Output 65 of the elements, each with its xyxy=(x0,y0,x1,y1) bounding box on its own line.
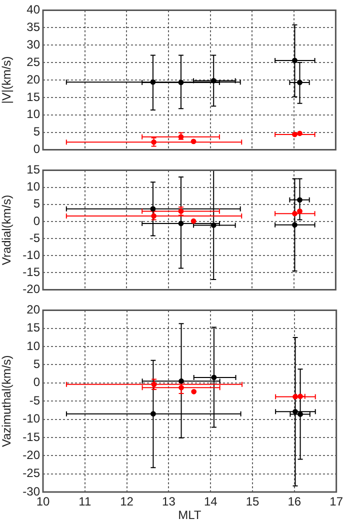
point xyxy=(150,206,156,212)
y-tick-label: 5 xyxy=(33,357,40,372)
x-tick-label: 12 xyxy=(120,494,134,509)
y-tick-label: 40 xyxy=(26,2,40,17)
y-tick-label: -5 xyxy=(29,230,40,245)
y-tick-label: 15 xyxy=(26,162,40,177)
point xyxy=(178,80,184,86)
y-tick-label: 10 xyxy=(26,180,40,194)
y-axis-title: |V|(km/s) xyxy=(0,56,14,104)
y-tick-label: 25 xyxy=(26,54,40,69)
point xyxy=(292,210,298,216)
point xyxy=(297,130,302,136)
y-tick-label: 5 xyxy=(33,196,40,211)
y-tick-label: -20 xyxy=(22,282,40,296)
point xyxy=(292,58,298,64)
x-tick-label: 17 xyxy=(330,494,344,509)
y-tick-label: 15 xyxy=(26,320,40,335)
x-tick-label: 15 xyxy=(246,494,260,509)
y-tick-label: 5 xyxy=(33,124,40,139)
y-tick-label: 0 xyxy=(33,214,40,228)
point xyxy=(150,411,156,417)
point xyxy=(298,394,303,400)
x-tick-label: 11 xyxy=(78,494,92,509)
y-tick-label: -10 xyxy=(22,412,40,426)
y-tick-label: 0 xyxy=(33,142,40,156)
point xyxy=(178,220,184,226)
point xyxy=(150,79,156,85)
y-tick-label: 20 xyxy=(26,302,40,317)
x-tick-label: 14 xyxy=(204,494,218,509)
y-tick-label: 10 xyxy=(26,107,40,122)
point xyxy=(191,388,197,394)
point xyxy=(190,138,196,144)
y-axis-title: Vazimuthal(km/s) xyxy=(0,355,14,447)
point xyxy=(210,222,216,228)
point xyxy=(151,213,157,219)
point xyxy=(210,78,216,84)
y-tick-label: 10 xyxy=(26,338,40,353)
point xyxy=(297,197,302,203)
x-tick-label: 13 xyxy=(162,494,176,509)
y-tick-label: 15 xyxy=(26,90,40,104)
point xyxy=(211,374,217,380)
point xyxy=(292,408,298,414)
point xyxy=(292,222,298,228)
y-tick-label: -10 xyxy=(22,248,40,262)
point xyxy=(178,384,184,390)
y-tick-label: 0 xyxy=(33,375,40,390)
point xyxy=(297,208,302,214)
y-tick-label: 35 xyxy=(26,20,40,34)
y-tick-label: -15 xyxy=(22,265,40,280)
point xyxy=(297,80,302,86)
y-tick-label: -20 xyxy=(22,448,40,462)
y-tick-label: 30 xyxy=(26,37,40,52)
x-axis-title: MLT xyxy=(178,508,202,522)
point xyxy=(190,218,196,224)
y-tick-label: -30 xyxy=(22,484,40,498)
y-tick-label: -15 xyxy=(22,430,40,444)
x-tick-label: 16 xyxy=(288,494,302,509)
y-axis-title: Vradial(km/s) xyxy=(0,194,14,266)
point xyxy=(178,378,184,384)
y-tick-label: -25 xyxy=(22,466,40,480)
y-tick-label: -5 xyxy=(29,393,40,408)
point xyxy=(151,382,157,388)
point xyxy=(292,132,298,138)
y-tick-label: 20 xyxy=(26,72,40,86)
point xyxy=(292,394,298,400)
